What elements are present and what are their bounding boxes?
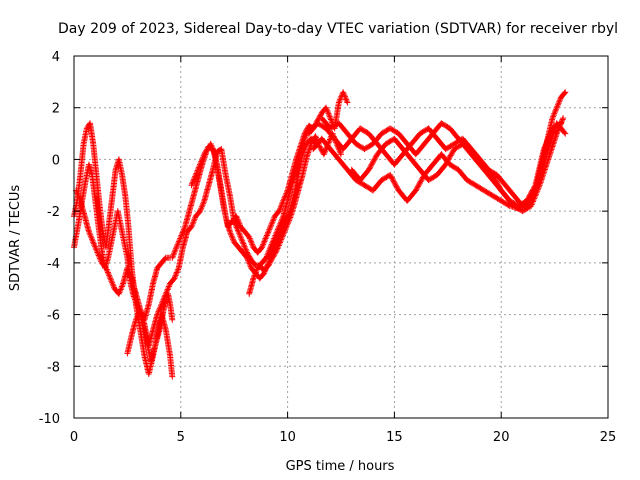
x-tick-label: 20 (493, 430, 510, 445)
y-tick-label: -10 (39, 412, 60, 427)
x-tick-label: 25 (600, 430, 617, 445)
y-tick-label: 4 (52, 50, 60, 65)
chart-title: Day 209 of 2023, Sidereal Day-to-day VTE… (58, 21, 618, 37)
y-axis: -10 -8 -6 -4 -2 0 2 4 (39, 50, 608, 427)
y-tick-label: -6 (47, 309, 60, 324)
x-tick-label: 10 (279, 430, 296, 445)
plot-frame (73, 55, 609, 419)
y-tick-label: -8 (47, 360, 60, 375)
data-points (71, 89, 569, 380)
series-markers (71, 89, 569, 380)
y-tick-label: 0 (52, 153, 60, 168)
x-tick-label: 15 (386, 430, 403, 445)
x-axis-label: GPS time / hours (286, 459, 395, 474)
x-tick-label: 5 (177, 430, 185, 445)
x-axis: 0 5 10 15 20 25 (70, 56, 616, 445)
x-tick-label: 0 (70, 430, 78, 445)
y-axis-label: SDTVAR / TECUs (8, 185, 23, 292)
y-tick-label: -2 (47, 205, 60, 220)
y-tick-label: -4 (47, 257, 60, 272)
y-tick-label: 2 (52, 102, 60, 117)
